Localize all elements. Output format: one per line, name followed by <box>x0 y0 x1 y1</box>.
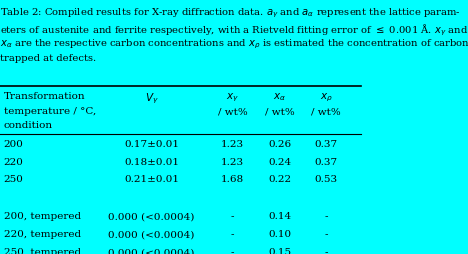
Text: 0.26: 0.26 <box>268 140 291 149</box>
Text: -: - <box>231 212 234 221</box>
Text: trapped at defects.: trapped at defects. <box>0 54 96 63</box>
Text: 200, tempered: 200, tempered <box>4 212 81 221</box>
Text: 0.37: 0.37 <box>315 140 338 149</box>
Text: 250: 250 <box>4 176 23 184</box>
Text: 0.000 (<0.0004): 0.000 (<0.0004) <box>108 212 195 221</box>
Text: 0.18±0.01: 0.18±0.01 <box>124 157 179 167</box>
Text: 1.23: 1.23 <box>221 157 244 167</box>
Text: 220, tempered: 220, tempered <box>4 230 81 239</box>
Text: Table 2: Compiled results for X-ray diffraction data. $a_{\gamma}$ and $a_{\alph: Table 2: Compiled results for X-ray diff… <box>0 7 461 20</box>
Text: 1.68: 1.68 <box>221 176 244 184</box>
Text: 1.23: 1.23 <box>221 140 244 149</box>
Text: / wt%: / wt% <box>218 107 248 116</box>
Text: / wt%: / wt% <box>311 107 341 116</box>
Text: $V_{\gamma}$: $V_{\gamma}$ <box>145 92 158 106</box>
Text: -: - <box>231 248 234 254</box>
Text: 220: 220 <box>4 157 23 167</box>
Text: 0.000 (<0.0004): 0.000 (<0.0004) <box>108 230 195 239</box>
Text: $x_{\alpha}$ are the respective carbon concentrations and $x_{\rho}$ is estimate: $x_{\alpha}$ are the respective carbon c… <box>0 38 468 51</box>
Text: / wt%: / wt% <box>264 107 294 116</box>
Text: condition: condition <box>4 121 53 130</box>
Text: 0.24: 0.24 <box>268 157 291 167</box>
Text: temperature / °C,: temperature / °C, <box>4 107 96 116</box>
Text: 0.14: 0.14 <box>268 212 291 221</box>
Text: -: - <box>325 230 328 239</box>
Text: $x_{\gamma}$: $x_{\gamma}$ <box>226 92 239 104</box>
Text: Transformation: Transformation <box>4 92 85 101</box>
Text: 0.10: 0.10 <box>268 230 291 239</box>
Text: 0.21±0.01: 0.21±0.01 <box>124 176 179 184</box>
Text: -: - <box>325 248 328 254</box>
Text: 0.17±0.01: 0.17±0.01 <box>124 140 179 149</box>
Text: 0.22: 0.22 <box>268 176 291 184</box>
Text: 250, tempered: 250, tempered <box>4 248 81 254</box>
Text: $x_{\alpha}$: $x_{\alpha}$ <box>273 92 286 103</box>
Text: 0.37: 0.37 <box>315 157 338 167</box>
Text: eters of austenite and ferrite respectively, with a Rietveld fitting error of $\: eters of austenite and ferrite respectiv… <box>0 22 468 38</box>
Text: 0.15: 0.15 <box>268 248 291 254</box>
Text: -: - <box>325 212 328 221</box>
Text: 200: 200 <box>4 140 23 149</box>
Text: $x_{\rho}$: $x_{\rho}$ <box>320 92 333 104</box>
Text: 0.53: 0.53 <box>315 176 338 184</box>
Text: -: - <box>231 230 234 239</box>
Text: 0.000 (<0.0004): 0.000 (<0.0004) <box>108 248 195 254</box>
